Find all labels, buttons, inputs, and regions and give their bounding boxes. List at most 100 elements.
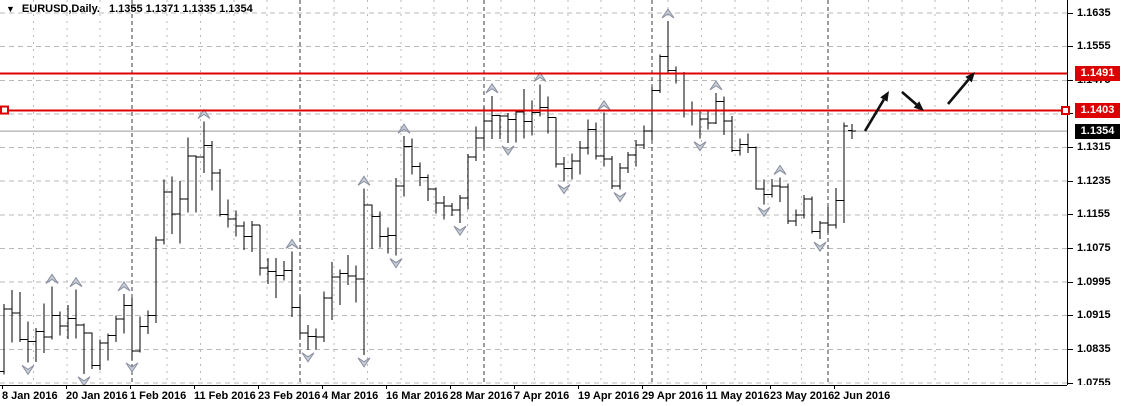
fractal-up-icon — [597, 99, 611, 111]
ohlc-bar — [88, 332, 96, 370]
ohlc-bar — [64, 305, 72, 339]
fractal-down-icon — [693, 141, 707, 152]
ohlc-bar — [672, 66, 680, 84]
y-axis-tick — [1068, 247, 1073, 249]
hline-left-handle[interactable] — [0, 105, 9, 115]
ohlc-bar — [16, 292, 24, 342]
hline-price-label: 1.1491 — [1075, 66, 1120, 82]
fractal-up-icon — [285, 238, 299, 249]
chart-plot-area[interactable]: ▼ EURUSD,Daily. 1.1355 1.1371 1.1335 1.1… — [0, 0, 1067, 385]
ohlc-bar — [808, 196, 816, 234]
ohlc-bar — [552, 116, 560, 168]
ohlc-bar — [584, 119, 592, 155]
fractal-down-icon — [557, 184, 571, 195]
ohlc-bar — [560, 157, 568, 182]
chart-title-bar: ▼ EURUSD,Daily. 1.1355 1.1371 1.1335 1.1… — [6, 3, 253, 15]
trend-arrow-up-2[interactable] — [947, 72, 975, 105]
ohlc-bar — [632, 139, 640, 167]
y-axis-label: 1.1555 — [1077, 40, 1111, 53]
fractal-up-icon — [773, 164, 787, 175]
ohlc-bar — [128, 298, 136, 360]
x-axis-label: 28 Mar 2016 — [450, 390, 513, 402]
x-axis-tick — [642, 386, 643, 389]
ohlc-bar — [328, 261, 336, 320]
ohlc-bar — [0, 303, 8, 375]
trend-arrow-up-1[interactable] — [863, 91, 889, 132]
hline-right-handle[interactable] — [1061, 106, 1070, 116]
ohlc-bar — [472, 126, 480, 161]
x-axis-tick — [194, 386, 195, 389]
x-axis-tick — [130, 386, 131, 389]
chart-canvas[interactable] — [0, 0, 1067, 385]
ohlc-bar — [824, 206, 832, 233]
time-scale[interactable]: 8 Jan 2016 20 Jan 2016 1 Feb 2016 11 Feb 20… — [0, 385, 1067, 406]
ohlc-bar — [192, 155, 200, 213]
ohlc-bar — [40, 303, 48, 354]
ohlc-bar — [280, 261, 288, 281]
ohlc-bar — [208, 141, 216, 191]
ohlc-bar — [464, 153, 472, 210]
ohlc-bar — [704, 110, 712, 130]
ohlc-bar — [224, 199, 232, 228]
x-axis-label: 2 Jun 2016 — [834, 390, 891, 402]
x-axis-label: 8 Jan 2016 — [2, 390, 58, 402]
y-axis-tick — [1068, 12, 1073, 14]
x-axis-tick — [834, 386, 835, 389]
x-axis-tick — [258, 386, 259, 389]
fractal-up-icon — [709, 79, 723, 91]
x-axis-label: 20 Jan 2016 — [66, 390, 128, 402]
ohlc-bar — [176, 180, 184, 244]
y-axis-label: 1.0915 — [1077, 309, 1111, 322]
ohlc-bar — [832, 187, 840, 229]
ohlc-bar — [528, 100, 536, 136]
x-axis-label: 11 Feb 2016 — [194, 390, 256, 402]
ohlc-bar — [408, 138, 416, 175]
fractal-down-icon — [77, 376, 91, 385]
ohlc-bar — [536, 84, 544, 117]
ohlc-bar — [448, 203, 456, 217]
ohlc-bar — [264, 258, 272, 285]
y-axis-tick — [1068, 147, 1073, 149]
x-axis-tick — [450, 386, 451, 389]
ohlc-bar — [752, 146, 760, 190]
ohlc-bar — [96, 339, 104, 370]
ohlc-bar — [360, 188, 368, 355]
fractal-up-icon — [533, 71, 547, 82]
chart-dropdown-icon[interactable]: ▼ — [6, 4, 15, 14]
ohlc-bar — [304, 324, 312, 350]
y-axis-tick — [1068, 315, 1073, 317]
ohlc-bar — [48, 286, 56, 340]
fractal-up-icon — [117, 280, 131, 292]
ohlc-bar — [848, 124, 856, 140]
y-axis-label: 1.1075 — [1077, 241, 1111, 254]
chart-symbol-title: EURUSD,Daily. — [21, 3, 100, 15]
ohlc-bar — [616, 163, 624, 190]
ohlc-bar — [496, 114, 504, 140]
x-axis-label: 29 Apr 2016 — [642, 390, 704, 402]
trend-arrow-down[interactable] — [901, 91, 924, 111]
ohlc-bar — [608, 155, 616, 189]
x-axis-label: 19 Apr 2016 — [578, 390, 640, 402]
ohlc-bar — [8, 290, 16, 343]
ohlc-bar — [288, 251, 296, 317]
y-axis-tick — [1068, 113, 1073, 115]
price-scale[interactable]: 1.16351.15551.14751.13951.13151.12351.11… — [1061, 0, 1121, 389]
ohlc-bar — [792, 209, 800, 226]
ohlc-bar — [136, 316, 144, 353]
y-axis-tick — [1068, 180, 1073, 182]
ohlc-bar — [352, 265, 360, 303]
ohlc-bar — [600, 112, 608, 167]
x-axis-tick — [322, 386, 323, 389]
ohlc-bar — [24, 321, 32, 363]
ohlc-bar — [184, 137, 192, 213]
fractal-down-icon — [757, 206, 771, 218]
ohlc-bar — [80, 323, 88, 374]
fractal-down-icon — [389, 258, 403, 269]
ohlc-bar — [144, 310, 152, 335]
ohlc-bar — [32, 327, 40, 362]
ohlc-bar — [440, 195, 448, 220]
fractal-down-icon — [501, 145, 515, 156]
ohlc-bar — [696, 110, 704, 139]
ohlc-bar — [376, 211, 384, 248]
